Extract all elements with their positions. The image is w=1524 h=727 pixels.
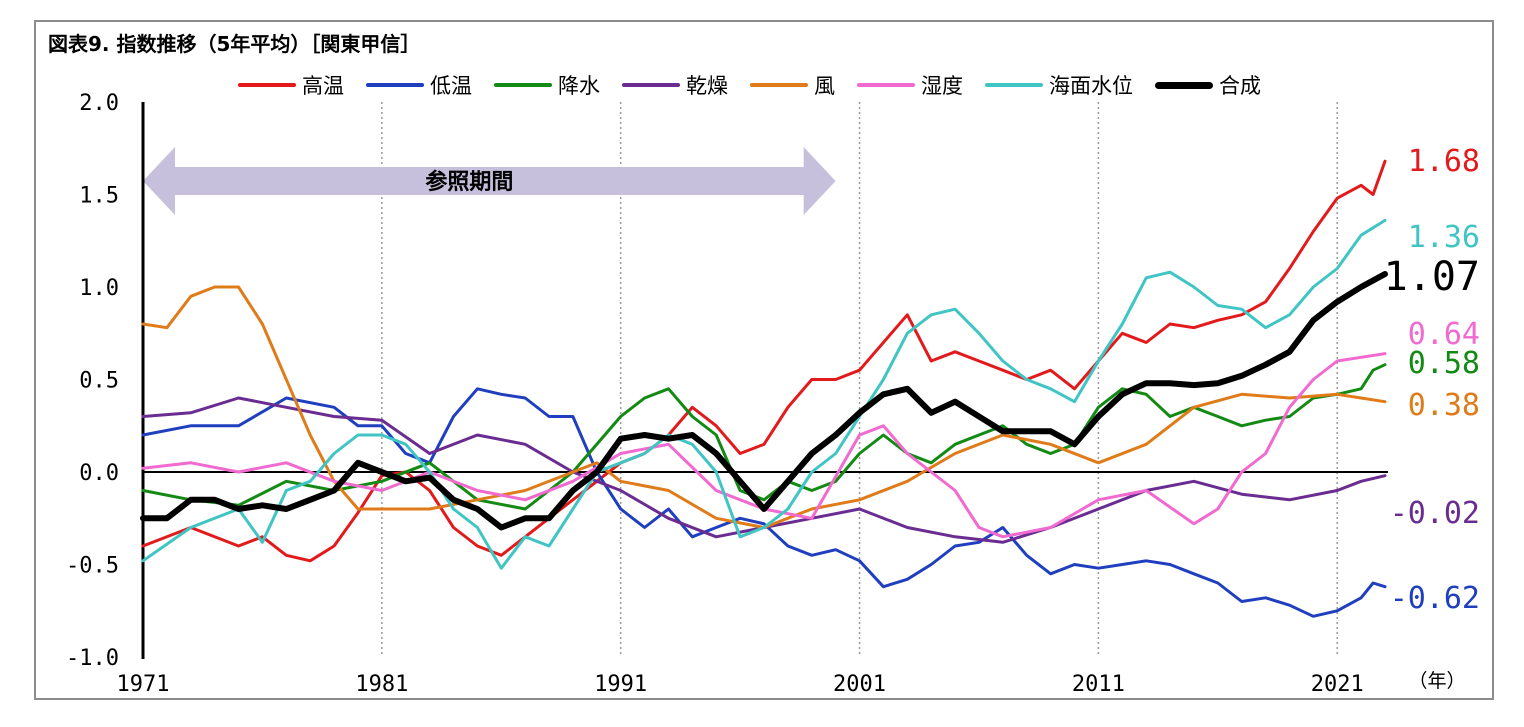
end-label-0: 1.68 [1408,144,1480,179]
legend-swatch [985,83,1043,87]
legend-swatch [238,83,296,87]
legend-label: 降水 [558,74,600,98]
x-tick-label: 2001 [833,672,886,697]
end-label-6: 1.36 [1408,220,1480,255]
end-label-4: 0.38 [1408,388,1480,423]
legend-item-2: 降水 [494,70,600,100]
series-line-2 [141,363,1387,511]
y-tick-label: -1.0 [66,646,119,671]
legend-label: 乾燥 [686,74,728,98]
y-tick-label: 2.0 [79,91,119,116]
legend-swatch [857,83,915,87]
x-tick-label: 1981 [355,672,408,697]
series-line-1 [141,387,1387,618]
legend: 高温 低温 降水 乾燥 風 湿度 海面水位 合成 [238,68,1283,102]
y-tick-label: 1.5 [79,184,119,209]
x-tick-label: 2011 [1072,672,1125,697]
legend-label: 海面水位 [1049,74,1133,98]
end-label-5: 0.64 [1408,317,1480,352]
y-tick-label: 0.0 [79,461,119,486]
legend-item-7: 合成 [1155,70,1261,100]
legend-label: 風 [814,74,835,98]
legend-item-4: 風 [750,70,835,100]
legend-item-6: 海面水位 [985,70,1133,100]
end-label-3: -0.02 [1390,496,1480,531]
end-label-7: 1.07 [1384,254,1480,300]
y-tick-label: 1.0 [79,276,119,301]
end-label-1: -0.62 [1390,581,1480,616]
legend-item-0: 高温 [238,70,344,100]
legend-label: 高温 [302,74,344,98]
y-tick-label: 0.5 [79,369,119,394]
legend-item-5: 湿度 [857,70,963,100]
legend-swatch [366,83,424,87]
end-label-2: 0.58 [1408,346,1480,381]
legend-label: 合成 [1219,74,1261,98]
y-tick-label: -0.5 [66,554,119,579]
series-line-7 [140,271,1388,531]
chart-title: 図表9. 指数推移（5年平均）［関東甲信］ [48,32,421,56]
series-line-4 [141,285,1387,529]
reference-period-label: 参照期間 [425,169,513,195]
x-tick-label: 2021 [1311,672,1364,697]
legend-item-1: 低温 [366,70,472,100]
legend-swatch [1155,81,1213,89]
legend-swatch [750,83,808,87]
x-axis-label: （年） [1408,670,1465,692]
legend-label: 低温 [430,74,472,98]
series-line-3 [141,396,1387,544]
legend-swatch [494,83,552,87]
x-tick-label: 1971 [117,672,170,697]
legend-label: 湿度 [921,74,963,98]
legend-swatch [622,83,680,87]
reference-period-arrow [143,147,836,215]
x-tick-label: 1991 [594,672,647,697]
legend-item-3: 乾燥 [622,70,728,100]
series-line-6 [141,218,1387,570]
